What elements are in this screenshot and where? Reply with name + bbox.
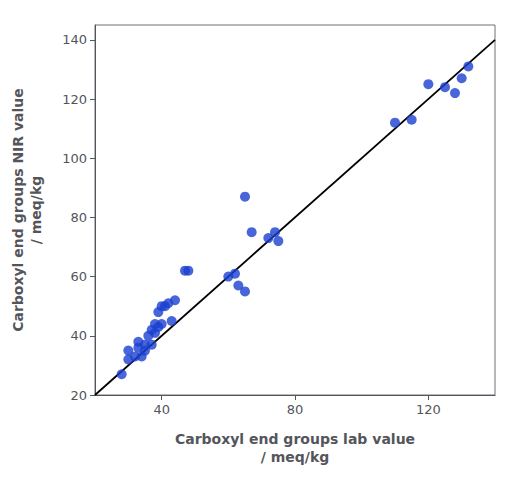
svg-text:60: 60	[70, 269, 87, 284]
svg-text:80: 80	[70, 210, 87, 225]
svg-text:120: 120	[416, 402, 441, 417]
svg-text:20: 20	[70, 388, 87, 403]
svg-text:140: 140	[62, 32, 87, 47]
svg-text:/ meq/kg: / meq/kg	[261, 449, 330, 465]
svg-text:80: 80	[287, 402, 304, 417]
svg-text:/ meq/kg: / meq/kg	[28, 176, 44, 245]
svg-text:120: 120	[62, 92, 87, 107]
svg-text:40: 40	[153, 402, 170, 417]
svg-text:Carboxyl end groups lab value: Carboxyl end groups lab value	[175, 431, 415, 447]
svg-text:Carboxyl end groups NIR value: Carboxyl end groups NIR value	[10, 88, 26, 332]
svg-text:100: 100	[62, 151, 87, 166]
svg-text:40: 40	[70, 328, 87, 343]
